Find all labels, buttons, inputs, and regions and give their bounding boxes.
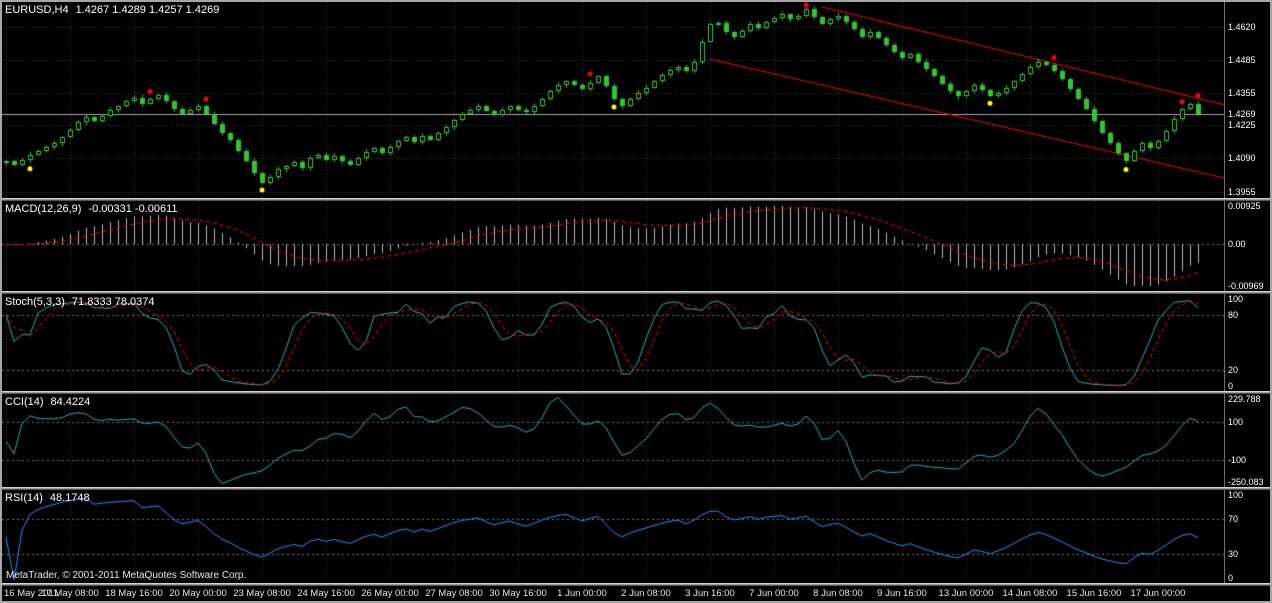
macd-panel: MACD(12,26,9) -0.00331 -0.00611 0.00925 0.… xyxy=(2,201,1270,291)
macd-indicator-name: MACD(12,26,9) xyxy=(5,203,82,215)
rsi-panel-header: RSI(14) 48.1748 xyxy=(5,492,90,504)
time-axis-label: 20 May 00:00 xyxy=(169,588,227,599)
macd-plot[interactable]: MACD(12,26,9) -0.00331 -0.00611 xyxy=(2,201,1224,291)
stochastic-scale[interactable]: 100 80 20 0 xyxy=(1224,294,1270,391)
rsi-scale-label: 70 xyxy=(1228,514,1239,525)
cci-scale-label: -100 xyxy=(1228,455,1247,466)
rsi-scale[interactable]: 100 70 30 0 xyxy=(1224,490,1270,583)
panel-splitter-2[interactable] xyxy=(2,291,1270,294)
ohlc-values-label: 1.4267 1.4289 1.4257 1.4269 xyxy=(75,4,220,16)
price-scale[interactable]: 1.4620 1.4485 1.4355 1.4225 1.4090 1.3955 1.42… xyxy=(1224,2,1270,198)
time-axis-label: 9 Jun 16:00 xyxy=(877,588,927,599)
price-scale-label: 1.4225 xyxy=(1228,119,1256,130)
price-scale-label: 1.4355 xyxy=(1228,87,1256,98)
stochastic-panel-header: Stoch(5,3,3) 71.8333 78.0374 xyxy=(5,296,155,308)
symbol-period-label: EURUSD,H4 xyxy=(5,4,69,16)
rsi-scale-label: 0 xyxy=(1228,573,1234,583)
macd-scale-label: 0.00 xyxy=(1228,239,1246,250)
rsi-scale-label: 100 xyxy=(1228,490,1244,500)
time-axis-label: 18 May 16:00 xyxy=(105,588,163,599)
panel-splitter-4[interactable] xyxy=(2,487,1270,490)
price-scale-label: 1.4090 xyxy=(1228,153,1256,164)
stochastic-indicator-name: Stoch(5,3,3) xyxy=(5,296,65,308)
macd-panel-header: MACD(12,26,9) -0.00331 -0.00611 xyxy=(5,203,178,215)
time-axis-label: 27 May 08:00 xyxy=(425,588,483,599)
time-axis-label: 26 May 00:00 xyxy=(361,588,419,599)
price-scale-label: 1.4269 xyxy=(1228,108,1256,119)
time-axis-label: 30 May 16:00 xyxy=(489,588,547,599)
cci-scale-label: 229.788 xyxy=(1228,394,1261,404)
macd-scale-label: 0.00925 xyxy=(1228,201,1261,211)
stoch-scale-label: 0 xyxy=(1228,381,1234,391)
price-scale-label: 1.4620 xyxy=(1228,21,1256,32)
macd-scale[interactable]: 0.00925 0.00 -0.00969 xyxy=(1224,201,1270,291)
cci-scale-label: -250.083 xyxy=(1228,477,1264,487)
stochastic-indicator-values: 71.8333 78.0374 xyxy=(71,296,155,308)
time-axis-label: 2 Jun 08:00 xyxy=(621,588,671,599)
rsi-indicator-name: RSI(14) xyxy=(5,492,43,504)
macd-indicator-values: -0.00331 -0.00611 xyxy=(88,203,178,215)
time-axis-label: 14 Jun 08:00 xyxy=(1002,588,1058,599)
copyright-label: MetaTrader, © 2001-2011 MetaQuotes Softw… xyxy=(6,570,247,581)
price-scale-label: 1.4485 xyxy=(1228,55,1256,66)
time-axis-label: 1 Jun 00:00 xyxy=(557,588,607,599)
rsi-panel: RSI(14) 48.1748 MetaTrader, © 2001-2011 M… xyxy=(2,490,1270,583)
cci-plot[interactable]: CCI(14) 84.4224 xyxy=(2,394,1224,487)
macd-scale-label: -0.00969 xyxy=(1228,281,1264,291)
time-axis-label: 13 Jun 00:00 xyxy=(938,588,994,599)
stoch-scale-label: 20 xyxy=(1228,364,1239,375)
cci-indicator-name: CCI(14) xyxy=(5,396,44,408)
cci-indicator-values: 84.4224 xyxy=(50,396,91,408)
time-axis-label: 15 Jun 16:00 xyxy=(1066,588,1122,599)
macd-chart-canvas[interactable] xyxy=(2,201,1224,291)
time-axis-label: 16 May 2011 xyxy=(4,588,59,599)
panel-splitter-1[interactable] xyxy=(2,198,1270,201)
rsi-chart-canvas[interactable] xyxy=(2,490,1224,583)
time-axis[interactable]: 16 May 2011 17 May 08:00 18 May 16:00 20 Ma… xyxy=(2,586,1270,601)
cci-scale[interactable]: 229.788 100 -100 -250.083 xyxy=(1224,394,1270,487)
panel-splitter-3[interactable] xyxy=(2,391,1270,394)
rsi-scale-label: 30 xyxy=(1228,548,1239,559)
price-panel: EURUSD,H4 1.4267 1.4289 1.4257 1.4269 1.4… xyxy=(2,2,1270,198)
stoch-scale-label: 80 xyxy=(1228,310,1239,321)
price-panel-header: EURUSD,H4 1.4267 1.4289 1.4257 1.4269 xyxy=(5,4,219,16)
time-axis-label: 8 Jun 08:00 xyxy=(813,588,863,599)
time-axis-label: 3 Jun 16:00 xyxy=(685,588,735,599)
rsi-plot[interactable]: RSI(14) 48.1748 MetaTrader, © 2001-2011 M… xyxy=(2,490,1224,583)
panel-splitter-5[interactable] xyxy=(2,583,1270,586)
time-axis-label: 23 May 08:00 xyxy=(233,588,291,599)
time-axis-label: 17 May 08:00 xyxy=(41,588,99,599)
stochastic-chart-canvas[interactable] xyxy=(2,294,1224,391)
price-scale-label: 1.3955 xyxy=(1228,186,1256,197)
stochastic-panel: Stoch(5,3,3) 71.8333 78.0374 100 80 20 0 xyxy=(2,294,1270,391)
stoch-scale-label: 100 xyxy=(1228,294,1244,304)
time-axis-label: 24 May 16:00 xyxy=(297,588,355,599)
time-axis-label: 7 Jun 00:00 xyxy=(749,588,799,599)
time-axis-label: 17 Jun 00:00 xyxy=(1130,588,1186,599)
price-plot[interactable]: EURUSD,H4 1.4267 1.4289 1.4257 1.4269 xyxy=(2,2,1224,198)
cci-scale-label: 100 xyxy=(1228,417,1244,428)
price-chart-canvas[interactable] xyxy=(2,2,1224,198)
cci-panel: CCI(14) 84.4224 229.788 100 -100 -250.083 xyxy=(2,394,1270,487)
rsi-indicator-values: 48.1748 xyxy=(49,492,90,504)
cci-panel-header: CCI(14) 84.4224 xyxy=(5,396,90,408)
stochastic-plot[interactable]: Stoch(5,3,3) 71.8333 78.0374 xyxy=(2,294,1224,391)
cci-chart-canvas[interactable] xyxy=(2,394,1224,487)
